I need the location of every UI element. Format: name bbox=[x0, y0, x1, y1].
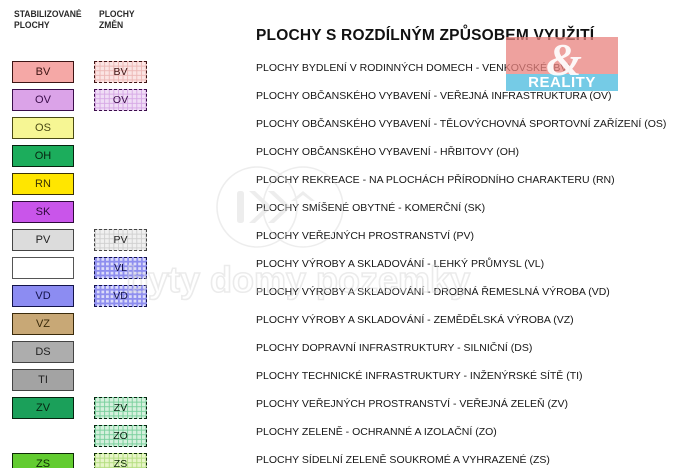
svg-text:byty domy pozemky: byty domy pozemky bbox=[126, 259, 470, 300]
